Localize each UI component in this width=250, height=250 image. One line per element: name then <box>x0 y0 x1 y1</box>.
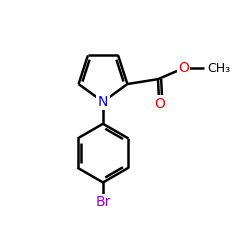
Text: Br: Br <box>95 196 111 209</box>
Text: O: O <box>178 61 189 75</box>
Text: CH₃: CH₃ <box>207 62 230 75</box>
Text: O: O <box>154 96 165 110</box>
Text: N: N <box>98 95 108 109</box>
